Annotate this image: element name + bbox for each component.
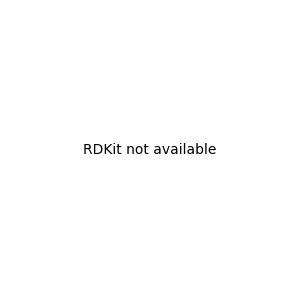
Text: RDKit not available: RDKit not available <box>83 143 217 157</box>
